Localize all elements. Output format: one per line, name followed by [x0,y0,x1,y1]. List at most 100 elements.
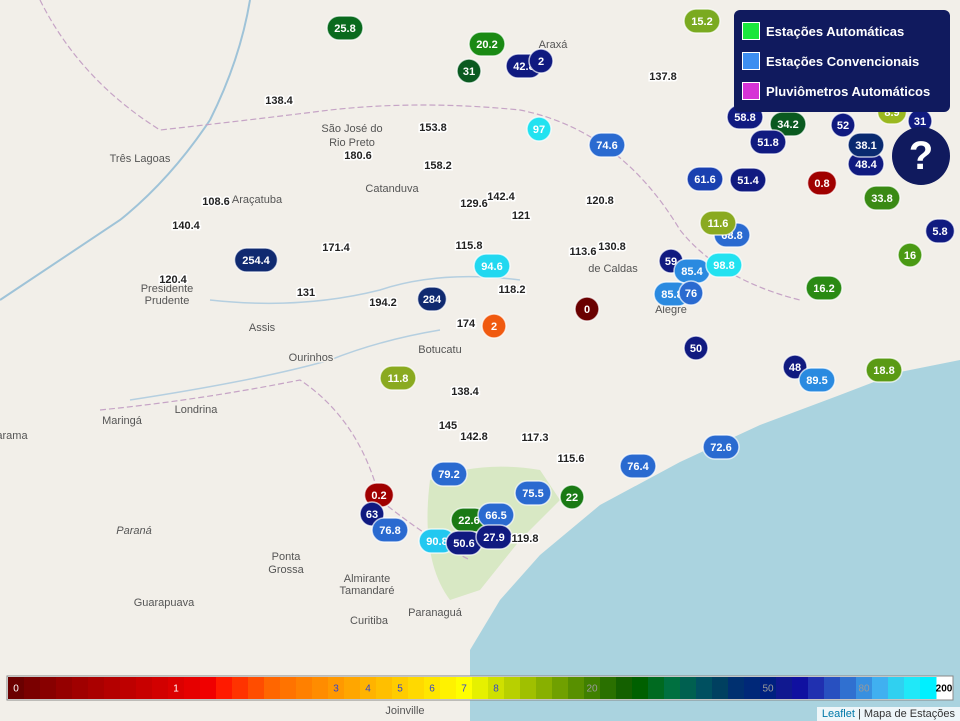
station-marker[interactable] [559,484,585,510]
station-value: 33.8 [871,193,892,205]
station-value[interactable]: 142.4 [486,189,517,204]
station-marker[interactable] [683,8,721,34]
place-label: Paraná [116,525,151,537]
station-value[interactable]: 194.2 [368,295,399,310]
station-marker[interactable] [526,116,552,142]
colorbar-segment [584,677,601,699]
place-label: Ourinhos [289,352,334,364]
station-marker[interactable] [863,185,901,211]
colorbar-segment [248,677,265,699]
station-value[interactable]: 137.8 [648,69,679,84]
station-marker[interactable] [686,166,724,192]
station-value[interactable]: 171.4 [321,240,352,255]
colorbar-segment [536,677,553,699]
station-value: 74.6 [596,140,617,152]
station-value[interactable]: 118.2 [497,282,527,297]
station-marker[interactable] [806,170,838,196]
station-marker[interactable] [729,167,767,193]
legend-item[interactable]: Estações Automáticas [742,16,942,46]
station-value[interactable]: 113.6 [568,244,598,259]
colorbar-segment [24,677,41,699]
place-label: de Caldas [588,263,638,275]
station-marker[interactable] [473,253,511,279]
station-value[interactable]: 153.8 [418,120,449,135]
station-marker[interactable] [481,313,507,339]
station-marker[interactable] [430,461,468,487]
station-value[interactable]: 117.3 [520,430,550,445]
station-value[interactable]: 138.4 [450,384,481,399]
station-marker[interactable] [528,48,554,74]
station-value[interactable]: 158.2 [423,158,454,173]
station-marker[interactable] [574,296,600,322]
station-marker[interactable] [683,335,709,361]
colorbar-segment [424,677,441,699]
station-value[interactable]: 174 [455,316,477,331]
station-value: 16 [904,250,916,262]
station-value[interactable]: 108.6 [201,194,232,209]
station-marker[interactable] [514,480,552,506]
station-value[interactable]: 115.8 [454,238,484,253]
station-marker[interactable] [371,517,409,543]
station-value: 31 [463,66,475,78]
station-marker[interactable] [924,218,956,244]
station-marker[interactable] [456,58,482,84]
station-value[interactable]: 115.6 [556,451,586,466]
help-button[interactable]: ? [892,127,950,185]
station-marker[interactable] [379,365,417,391]
station-value[interactable]: 119.8 [510,531,540,546]
place-label: Ponta [272,551,302,563]
legend-label: Estações Convencionais [766,53,920,69]
station-marker[interactable] [326,15,364,41]
legend-item[interactable]: Pluviômetros Automáticos [742,76,942,106]
station-marker[interactable] [678,280,704,306]
colorbar-segment [392,677,409,699]
colorbar-segment [920,677,937,699]
station-value: 48 [789,362,801,374]
station-marker[interactable] [619,453,657,479]
station-value[interactable]: 120.8 [585,193,616,208]
station-value[interactable]: 145 [437,418,458,433]
station-marker[interactable] [702,434,740,460]
colorbar-label: 20 [586,684,598,695]
station-value[interactable]: 130.8 [597,239,628,254]
station-marker[interactable] [798,367,836,393]
colorbar-segment [728,677,745,699]
station-value[interactable]: 180.6 [343,148,374,163]
station-marker[interactable] [769,111,807,137]
colorbar-segment [568,677,585,699]
station-value: 20.2 [476,39,497,51]
station-marker[interactable] [865,357,903,383]
colorbar-segment [88,677,105,699]
place-label: Araxá [539,39,569,51]
attribution-separator: | [857,708,861,720]
colorbar-segment [824,677,841,699]
station-value[interactable]: 140.4 [171,218,202,233]
station-marker[interactable] [847,132,885,158]
station-marker[interactable] [468,31,506,57]
station-marker[interactable] [705,252,743,278]
station-value[interactable]: 142.8 [459,429,490,444]
station-value[interactable]: 121 [510,208,531,223]
station-marker[interactable] [588,132,626,158]
station-marker[interactable] [830,112,856,138]
river [0,0,251,301]
station-value[interactable]: 129.6 [459,196,490,211]
colorbar-segment [808,677,825,699]
station-marker[interactable] [805,275,843,301]
station-marker[interactable] [699,210,737,236]
station-marker[interactable] [233,247,279,273]
colorbar-segment [776,677,793,699]
station-value: 2 [491,321,497,333]
station-value: 0.8 [814,178,829,190]
station-value: 75.5 [522,488,543,500]
station-value[interactable]: 131 [295,285,316,300]
station-marker[interactable] [416,286,448,312]
colorbar-segment [632,677,649,699]
attribution-link[interactable]: Leaflet [821,708,855,720]
legend-item[interactable]: Estações Convencionais [742,46,942,76]
station-value[interactable]: 138.4 [264,93,295,108]
station-marker[interactable] [475,524,513,550]
station-value[interactable]: 120.4 [158,272,189,287]
station-marker[interactable] [897,242,923,268]
station-marker[interactable] [749,129,787,155]
